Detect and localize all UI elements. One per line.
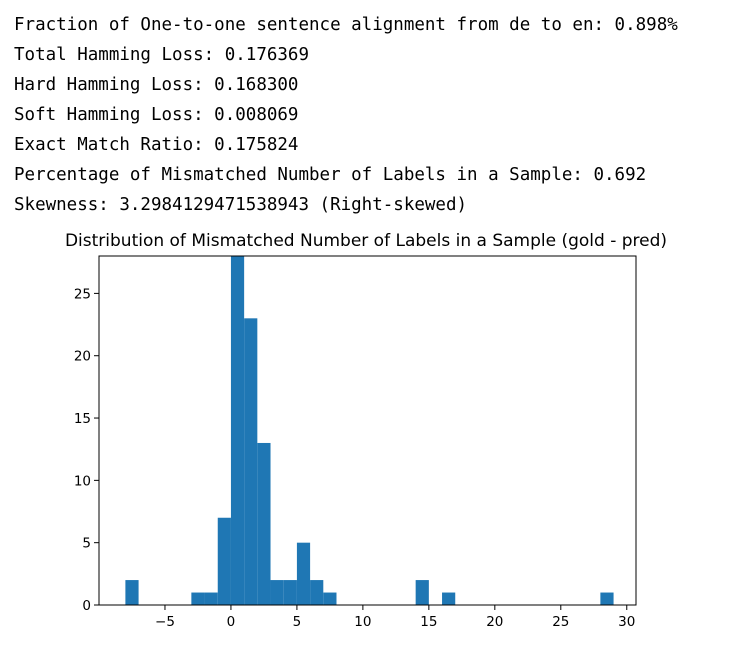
output-line-skewness: Skewness: 3.2984129471538943 (Right-skew… (14, 195, 468, 215)
x-tick-label: 30 (618, 614, 635, 630)
x-tick-label: 10 (354, 614, 371, 630)
output-line-alignment: Fraction of One-to-one sentence alignmen… (14, 15, 678, 35)
histogram-bar (125, 580, 139, 605)
y-tick-label: 25 (74, 286, 91, 302)
histogram-bar (257, 442, 271, 605)
y-tick-label: 15 (74, 411, 91, 427)
x-tick-label: 20 (486, 614, 503, 630)
x-axis-ticks: −5 0 5 10 15 20 25 30 (155, 605, 635, 630)
y-tick-label: 5 (82, 536, 91, 552)
histogram-bar (296, 542, 311, 605)
histogram-bar (230, 256, 245, 605)
y-axis-ticks: 0 5 10 15 20 25 (74, 286, 99, 614)
y-tick-label: 10 (74, 473, 91, 489)
output-line-hard-hamming: Hard Hamming Loss: 0.168300 (14, 75, 299, 95)
histogram-chart: Distribution of Mismatched Number of Lab… (65, 231, 667, 630)
cell-output: Fraction of One-to-one sentence alignmen… (14, 10, 678, 220)
histogram-bars (125, 256, 614, 605)
histogram-bar (600, 592, 614, 605)
output-line-total-hamming: Total Hamming Loss: 0.176369 (14, 45, 310, 65)
histogram-bar (323, 592, 337, 605)
histogram-bar (191, 592, 205, 605)
y-tick-label: 0 (82, 598, 91, 614)
output-line-soft-hamming: Soft Hamming Loss: 0.008069 (14, 105, 299, 125)
output-line-mismatch-percentage: Percentage of Mismatched Number of Label… (14, 165, 647, 185)
histogram-bar (244, 318, 258, 605)
x-tick-label: 0 (227, 614, 236, 630)
histogram-bar (270, 580, 284, 605)
histogram-bar (283, 580, 297, 605)
histogram-bar (217, 517, 231, 605)
histogram-bar (415, 580, 429, 605)
axes-frame (98, 255, 637, 606)
output-line-exact-match: Exact Match Ratio: 0.175824 (14, 135, 299, 155)
x-tick-label: 25 (552, 614, 569, 630)
histogram-bar (204, 592, 218, 605)
chart-title: Distribution of Mismatched Number of Lab… (65, 231, 667, 251)
x-tick-label: 15 (420, 614, 437, 630)
histogram-bar (442, 592, 456, 605)
histogram-bar (310, 580, 324, 605)
x-tick-label: 5 (293, 614, 302, 630)
x-tick-label: −5 (155, 614, 175, 630)
y-tick-label: 20 (74, 349, 91, 365)
